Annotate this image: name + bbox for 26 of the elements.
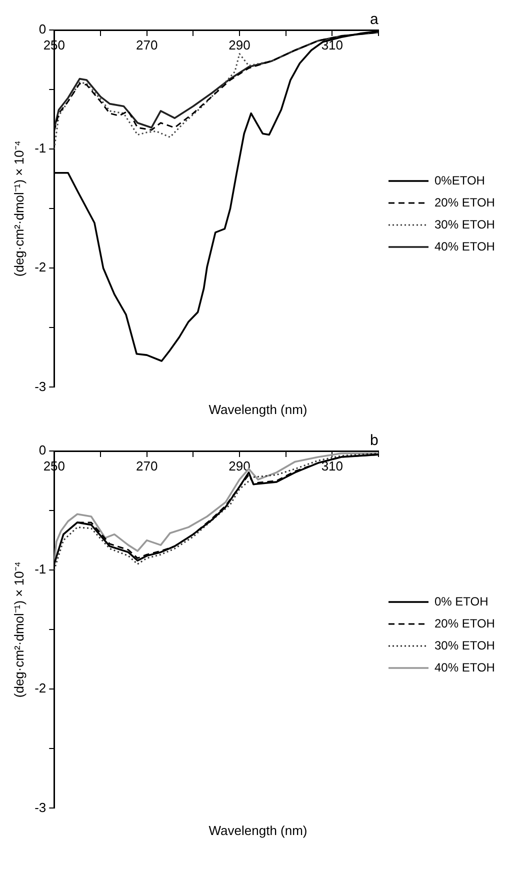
x-axis-title: Wavelength (nm) <box>208 402 308 417</box>
x-tick-label: 270 <box>136 37 158 52</box>
x-tick-label: 290 <box>228 37 250 52</box>
x-axis-title: Wavelength (nm) <box>208 823 308 838</box>
legend-label: 40% ETOH <box>434 239 495 254</box>
y-tick-label: -2 <box>34 680 46 696</box>
x-tick-label: 310 <box>321 458 344 474</box>
y-tick-label: 0 <box>38 22 46 37</box>
legend-label: 40% ETOH <box>434 660 495 674</box>
legend-label: 20% ETOH <box>434 195 495 210</box>
legend-label: 20% ETOH <box>434 616 495 630</box>
y-tick-label: -1 <box>34 140 46 156</box>
x-tick-label: 270 <box>136 458 158 474</box>
legend-label: 30% ETOH <box>434 217 495 232</box>
y-axis-title: (deg·cm²·dmol⁻¹) × 10⁻⁴ <box>11 140 26 277</box>
y-tick-label: -3 <box>34 378 46 394</box>
y-tick-label: -1 <box>34 562 46 577</box>
legend-label: 0% ETOH <box>434 594 488 608</box>
legend-label: 0%ETOH <box>434 173 485 188</box>
chart-title: a <box>370 10 378 30</box>
y-tick-label: 0 <box>38 442 46 458</box>
chart-title: b <box>370 431 378 451</box>
y-axis-title: (deg·cm²·dmol⁻¹) × 10⁻⁴ <box>11 562 26 698</box>
y-tick-label: -2 <box>34 260 46 275</box>
y-tick-label: -3 <box>34 800 46 815</box>
legend-label: 30% ETOH <box>434 638 495 652</box>
